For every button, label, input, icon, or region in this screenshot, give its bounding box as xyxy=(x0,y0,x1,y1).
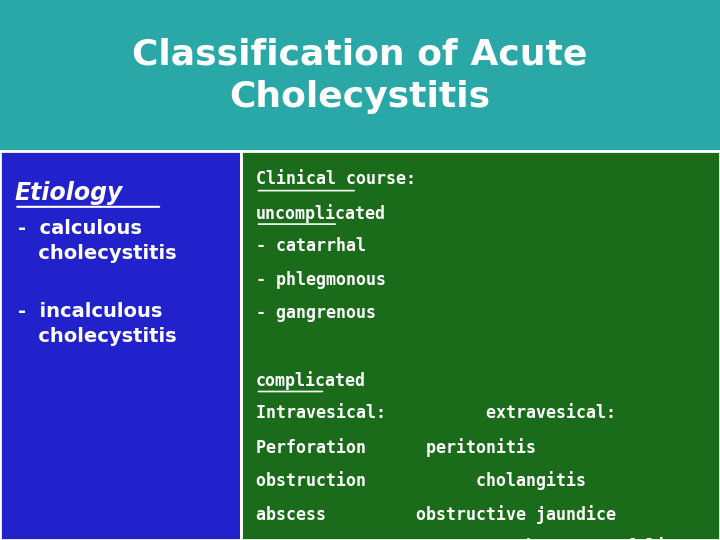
FancyBboxPatch shape xyxy=(0,0,720,151)
Text: complicated: complicated xyxy=(256,371,366,390)
Text: abscess         obstructive jaundice: abscess obstructive jaundice xyxy=(256,505,616,524)
Text: Classification of Acute
Cholecystitis: Classification of Acute Cholecystitis xyxy=(132,38,588,113)
FancyBboxPatch shape xyxy=(241,151,720,540)
Text: uncomplicated: uncomplicated xyxy=(256,204,386,222)
Text: Intravesical:          extravesical:: Intravesical: extravesical: xyxy=(256,404,616,422)
Text: obstruction           cholangitis: obstruction cholangitis xyxy=(256,471,585,490)
Text: - catarrhal: - catarrhal xyxy=(256,237,366,255)
FancyBboxPatch shape xyxy=(0,151,241,540)
Text: -  incalculous
   cholecystitis: - incalculous cholecystitis xyxy=(18,302,176,346)
Text: - gangrenous: - gangrenous xyxy=(256,304,376,322)
Text: Clinical course:: Clinical course: xyxy=(256,170,415,188)
Text: -  calculous
   cholecystitis: - calculous cholecystitis xyxy=(18,219,176,262)
Text: - phlegmonous: - phlegmonous xyxy=(256,271,386,288)
Text: abscesses of liver: abscesses of liver xyxy=(256,538,696,540)
Text: Etiology: Etiology xyxy=(14,181,123,205)
Text: Perforation      peritonitis: Perforation peritonitis xyxy=(256,438,536,457)
